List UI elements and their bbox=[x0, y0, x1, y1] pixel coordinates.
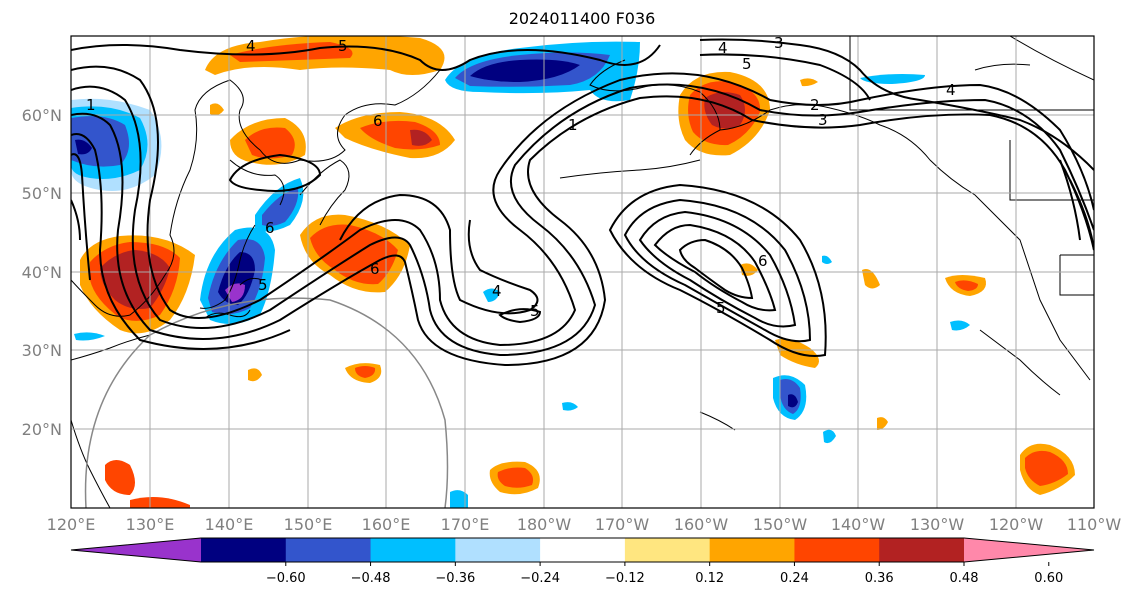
lon-label: 130°E bbox=[126, 515, 175, 534]
anomaly-positive bbox=[497, 467, 534, 488]
colorbar-extend-high bbox=[964, 538, 1094, 562]
anomaly-negative bbox=[450, 490, 468, 508]
contour-label: 4 bbox=[246, 37, 256, 55]
contour-label: 2 bbox=[810, 96, 820, 114]
anomaly-negative bbox=[822, 255, 832, 264]
lon-label: 120°W bbox=[989, 515, 1044, 534]
colorbar-tick-label: 0.12 bbox=[695, 571, 724, 586]
lat-labels: 60°N 50°N 40°N 30°N 20°N bbox=[22, 106, 62, 439]
lat-label: 40°N bbox=[22, 263, 62, 282]
contour-label: 4 bbox=[492, 282, 502, 300]
anomaly-positive bbox=[105, 460, 135, 495]
contour-label-group: 4 5 4 3 5 4 1 1 2 3 6 6 6 5 4 5 6 5 bbox=[86, 34, 956, 320]
contour-label: 3 bbox=[774, 34, 784, 52]
coastlines bbox=[71, 36, 1094, 508]
lon-label: 160°E bbox=[362, 515, 411, 534]
contour-label: 5 bbox=[742, 55, 752, 73]
lon-label: 120°E bbox=[47, 515, 96, 534]
anomaly-negative bbox=[470, 59, 580, 82]
contour-label: 1 bbox=[568, 116, 578, 134]
colorbar-swatch bbox=[201, 538, 287, 562]
anomaly-negative bbox=[860, 74, 925, 84]
contour-label: 5 bbox=[338, 37, 348, 55]
anomaly-positive bbox=[1025, 450, 1068, 486]
anomaly-positive bbox=[410, 129, 432, 146]
colorbar-swatch bbox=[879, 538, 965, 562]
anomaly-negative bbox=[225, 283, 245, 302]
lat-label: 50°N bbox=[22, 184, 62, 203]
anomaly-negative bbox=[74, 332, 105, 341]
colorbar-swatch bbox=[794, 538, 880, 562]
colorbar: −0.60 −0.48 −0.36 −0.24 −0.12 0.12 0.24 0.36 0.4… bbox=[70, 537, 1095, 586]
colorbar-tick-label: −0.36 bbox=[435, 571, 475, 586]
colorbar-tick-label: 0.48 bbox=[950, 571, 979, 586]
contour-label: 6 bbox=[265, 219, 275, 237]
map-frame bbox=[70, 35, 1095, 509]
contour-label: 6 bbox=[758, 252, 768, 270]
anomaly-positive bbox=[862, 269, 880, 289]
lon-label: 150°E bbox=[284, 515, 333, 534]
colorbar-swatch bbox=[285, 538, 372, 562]
colorbar-tick-label: −0.60 bbox=[266, 571, 306, 586]
anomaly-negative bbox=[823, 429, 836, 444]
lon-label: 140°W bbox=[831, 515, 886, 534]
contour-label: 5 bbox=[258, 276, 268, 294]
anomaly-negative bbox=[562, 402, 578, 411]
lon-label: 110°W bbox=[1067, 515, 1122, 534]
colorbar-extend-low bbox=[71, 538, 201, 562]
colorbar-tick-label: 0.36 bbox=[865, 571, 894, 586]
contour-label: 5 bbox=[716, 299, 726, 317]
contour-label: 4 bbox=[946, 81, 956, 99]
lon-label: 180°W bbox=[517, 515, 572, 534]
anomaly-negative bbox=[950, 320, 970, 331]
map-title: 2024011400 F036 bbox=[508, 9, 656, 28]
colorbar-tick-label: −0.12 bbox=[605, 571, 645, 586]
anomaly-negative bbox=[483, 288, 500, 302]
lon-label: 170°E bbox=[441, 515, 490, 534]
lon-label: 140°E bbox=[205, 515, 254, 534]
contour-label: 3 bbox=[818, 111, 828, 129]
anomaly-positive bbox=[800, 78, 818, 87]
anomaly-positive bbox=[130, 496, 190, 508]
anomaly-positive bbox=[245, 127, 295, 159]
lon-label: 170°W bbox=[595, 515, 650, 534]
lon-labels: 120°E 130°E 140°E 150°E 160°E 170°E 180°… bbox=[47, 515, 1122, 534]
colorbar-swatch bbox=[370, 538, 456, 562]
lon-label: 130°W bbox=[910, 515, 965, 534]
contour-label: 5 bbox=[530, 302, 540, 320]
lat-label: 20°N bbox=[22, 420, 62, 439]
contour-lines bbox=[71, 38, 1094, 367]
colorbar-swatch bbox=[455, 538, 541, 562]
lon-label: 160°W bbox=[674, 515, 729, 534]
anomaly-positive bbox=[877, 417, 888, 430]
anomaly-positive bbox=[955, 280, 978, 291]
colorbar-tick-label: 0.60 bbox=[1034, 571, 1063, 586]
anomaly-positive bbox=[210, 103, 224, 116]
colorbar-tick-label: 0.24 bbox=[780, 571, 809, 586]
contour-label: 4 bbox=[718, 39, 728, 57]
anomaly-negative bbox=[262, 188, 299, 226]
lat-label: 60°N bbox=[22, 106, 62, 125]
anomaly-positive bbox=[704, 92, 745, 129]
colorbar-swatch bbox=[540, 538, 626, 562]
lat-label: 30°N bbox=[22, 341, 62, 360]
colorbar-swatch bbox=[624, 538, 711, 562]
anomaly-negative bbox=[71, 116, 129, 167]
anomaly-positive bbox=[355, 366, 376, 378]
contour-label: 6 bbox=[370, 260, 380, 278]
map-area: 4 5 4 3 5 4 1 1 2 3 6 6 6 5 4 5 6 5 bbox=[71, 34, 1094, 508]
reference-circle bbox=[84, 297, 449, 508]
colorbar-swatch bbox=[709, 538, 795, 562]
colorbar-tick-label: −0.24 bbox=[520, 571, 560, 586]
anomaly-negative bbox=[788, 394, 798, 408]
contour-label: 6 bbox=[373, 112, 383, 130]
colorbar-tick-label: −0.48 bbox=[351, 571, 391, 586]
anomaly-positive bbox=[248, 368, 262, 382]
colorbar-outline bbox=[70, 537, 1095, 563]
contour-label: 1 bbox=[86, 96, 96, 114]
anomaly-negative bbox=[75, 139, 92, 155]
lon-label: 150°W bbox=[753, 515, 808, 534]
